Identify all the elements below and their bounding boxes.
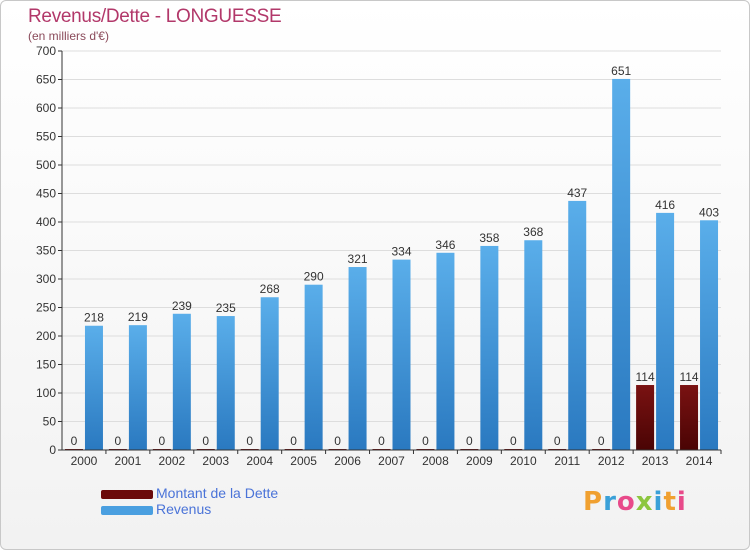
grid-lines xyxy=(62,50,721,451)
bar-revenus-2004 xyxy=(260,297,279,450)
bars xyxy=(64,78,719,451)
bar-revenus-2000 xyxy=(84,325,103,450)
data-label-dette-2001: 0 xyxy=(115,434,122,448)
bar-dette-2013 xyxy=(636,385,655,450)
y-tick-label: 700 xyxy=(36,44,56,58)
data-label-dette-2007: 0 xyxy=(378,434,385,448)
data-label-revenus-2004: 268 xyxy=(260,282,280,296)
x-tick-label-2005: 2005 xyxy=(290,454,317,468)
data-label-revenus-2003: 235 xyxy=(216,301,236,315)
data-label-dette-2002: 0 xyxy=(158,434,165,448)
data-labels: 0 218 0 219 0 239 0 235 0 268 0 290 0 321 0 334 0 346 0 358… xyxy=(71,64,720,448)
bar-revenus-2009 xyxy=(480,245,499,450)
data-label-dette-2004: 0 xyxy=(246,434,253,448)
x-tick-label-2012: 2012 xyxy=(598,454,625,468)
bar-revenus-2010 xyxy=(524,240,543,450)
y-tick-label: 100 xyxy=(36,386,56,400)
logo-letter: r xyxy=(603,487,617,517)
x-tick-label-2009: 2009 xyxy=(466,454,493,468)
y-tick-label: 400 xyxy=(36,215,56,229)
data-label-revenus-2007: 334 xyxy=(391,245,411,259)
y-tick-label: 300 xyxy=(36,272,56,286)
data-label-dette-2003: 0 xyxy=(202,434,209,448)
data-label-dette-2000: 0 xyxy=(71,434,78,448)
data-label-dette-2013: 114 xyxy=(636,370,655,384)
y-tick-label: 50 xyxy=(43,415,57,429)
x-tick-label-2013: 2013 xyxy=(642,454,669,468)
data-label-dette-2010: 0 xyxy=(510,434,517,448)
legend-label-dette: Montant de la Dette xyxy=(156,485,279,501)
data-label-revenus-2006: 321 xyxy=(348,252,368,266)
y-tick-label: 450 xyxy=(36,187,56,201)
x-tick-label-2007: 2007 xyxy=(378,454,405,468)
logo-letter: P xyxy=(583,487,604,517)
y-tick-label: 600 xyxy=(36,101,56,115)
bar-revenus-2011 xyxy=(568,200,587,450)
bar-revenus-2007 xyxy=(392,259,411,450)
axes xyxy=(61,51,721,451)
data-label-revenus-2010: 368 xyxy=(523,225,543,239)
y-tick-label: 550 xyxy=(36,130,56,144)
bar-revenus-2001 xyxy=(128,325,147,450)
y-tick-label: 500 xyxy=(36,158,56,172)
bar-revenus-2002 xyxy=(172,313,191,450)
data-label-revenus-2012: 651 xyxy=(611,64,631,78)
data-label-revenus-2001: 219 xyxy=(128,310,148,324)
data-label-dette-2014: 114 xyxy=(679,370,698,384)
data-label-dette-2005: 0 xyxy=(290,434,297,448)
bar-revenus-2008 xyxy=(436,252,455,450)
legend-label-revenus: Revenus xyxy=(156,501,212,517)
x-tick-label-2010: 2010 xyxy=(510,454,537,468)
bar-revenus-2006 xyxy=(348,267,367,450)
data-label-revenus-2014: 403 xyxy=(699,205,719,219)
bar-revenus-2013 xyxy=(656,212,675,450)
data-label-dette-2006: 0 xyxy=(334,434,341,448)
data-label-revenus-2002: 239 xyxy=(172,299,192,313)
x-tick-label-2003: 2003 xyxy=(202,454,229,468)
y-tick-label: 150 xyxy=(36,358,56,372)
legend-swatch-dette xyxy=(101,490,153,499)
data-label-revenus-2005: 290 xyxy=(304,270,324,284)
data-label-dette-2008: 0 xyxy=(422,434,429,448)
bar-dette-2014 xyxy=(680,385,699,450)
bar-revenus-2014 xyxy=(700,220,719,450)
legend-swatch-revenus xyxy=(101,506,153,515)
logo-letter: i xyxy=(676,487,687,517)
x-tick-label-2000: 2000 xyxy=(71,454,98,468)
data-label-revenus-2008: 346 xyxy=(435,238,455,252)
proxiti-logo: Proxiti xyxy=(583,487,687,517)
bar-revenus-2012 xyxy=(612,78,631,451)
logo-letter: i xyxy=(653,487,664,517)
x-tick-label-2004: 2004 xyxy=(246,454,273,468)
logo-letter: x xyxy=(635,487,654,517)
x-axis-ticks: 2000 2001 2002 2003 2004 2005 2006 2007 2008 2009… xyxy=(71,450,722,468)
y-tick-label: 250 xyxy=(36,301,56,315)
y-tick-label: 650 xyxy=(36,73,56,87)
y-tick-label: 350 xyxy=(36,244,56,258)
data-label-revenus-2011: 437 xyxy=(567,186,587,200)
data-label-revenus-2000: 218 xyxy=(84,311,104,325)
x-tick-label-2001: 2001 xyxy=(115,454,142,468)
x-tick-label-2008: 2008 xyxy=(422,454,449,468)
y-axis-ticks: 0 50 100 150 200 250 300 350 400 450 500 550 600 650 7… xyxy=(36,44,62,457)
data-label-revenus-2009: 358 xyxy=(479,231,499,245)
x-tick-label-2011: 2011 xyxy=(554,454,580,468)
data-label-revenus-2013: 416 xyxy=(655,198,675,212)
y-tick-label: 200 xyxy=(36,329,56,343)
x-tick-label-2002: 2002 xyxy=(158,454,185,468)
chart-title: Revenus/Dette - LONGUESSE xyxy=(28,6,282,27)
bar-revenus-2005 xyxy=(304,284,323,450)
chart-subtitle: (en milliers d'€) xyxy=(28,29,109,43)
data-label-dette-2011: 0 xyxy=(554,434,561,448)
x-tick-label-2006: 2006 xyxy=(334,454,361,468)
logo-letter: o xyxy=(616,487,636,517)
x-tick-label-2014: 2014 xyxy=(686,454,713,468)
y-tick-label: 0 xyxy=(49,443,56,457)
logo-letter: t xyxy=(663,487,677,517)
bar-revenus-2003 xyxy=(216,316,235,450)
data-label-dette-2009: 0 xyxy=(466,434,473,448)
data-label-dette-2012: 0 xyxy=(598,434,605,448)
